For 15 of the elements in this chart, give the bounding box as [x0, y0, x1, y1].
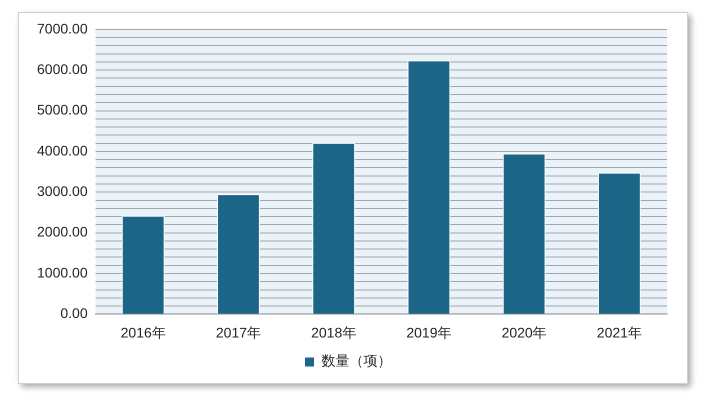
x-tick-label: 2016年 — [120, 324, 166, 340]
y-tick-label: 2000.00 — [36, 224, 88, 240]
y-tick-label: 1000.00 — [36, 264, 88, 280]
y-tick-label: 7000.00 — [36, 20, 88, 36]
x-tick-label: 2021年 — [596, 324, 642, 340]
x-tick-label: 2019年 — [406, 324, 452, 340]
x-tick-label: 2020年 — [502, 324, 547, 340]
y-tick-label: 6000.00 — [36, 60, 88, 77]
legend-label: 数量（项） — [322, 354, 392, 370]
x-tick-label: 2018年 — [311, 324, 356, 340]
x-tick-label: 2017年 — [216, 324, 262, 340]
y-tick-label: 5000.00 — [36, 102, 88, 118]
y-tick-label: 3000.00 — [36, 183, 88, 199]
y-tick-label: 4000.00 — [36, 142, 88, 158]
y-tick-label: 0.00 — [60, 305, 88, 322]
